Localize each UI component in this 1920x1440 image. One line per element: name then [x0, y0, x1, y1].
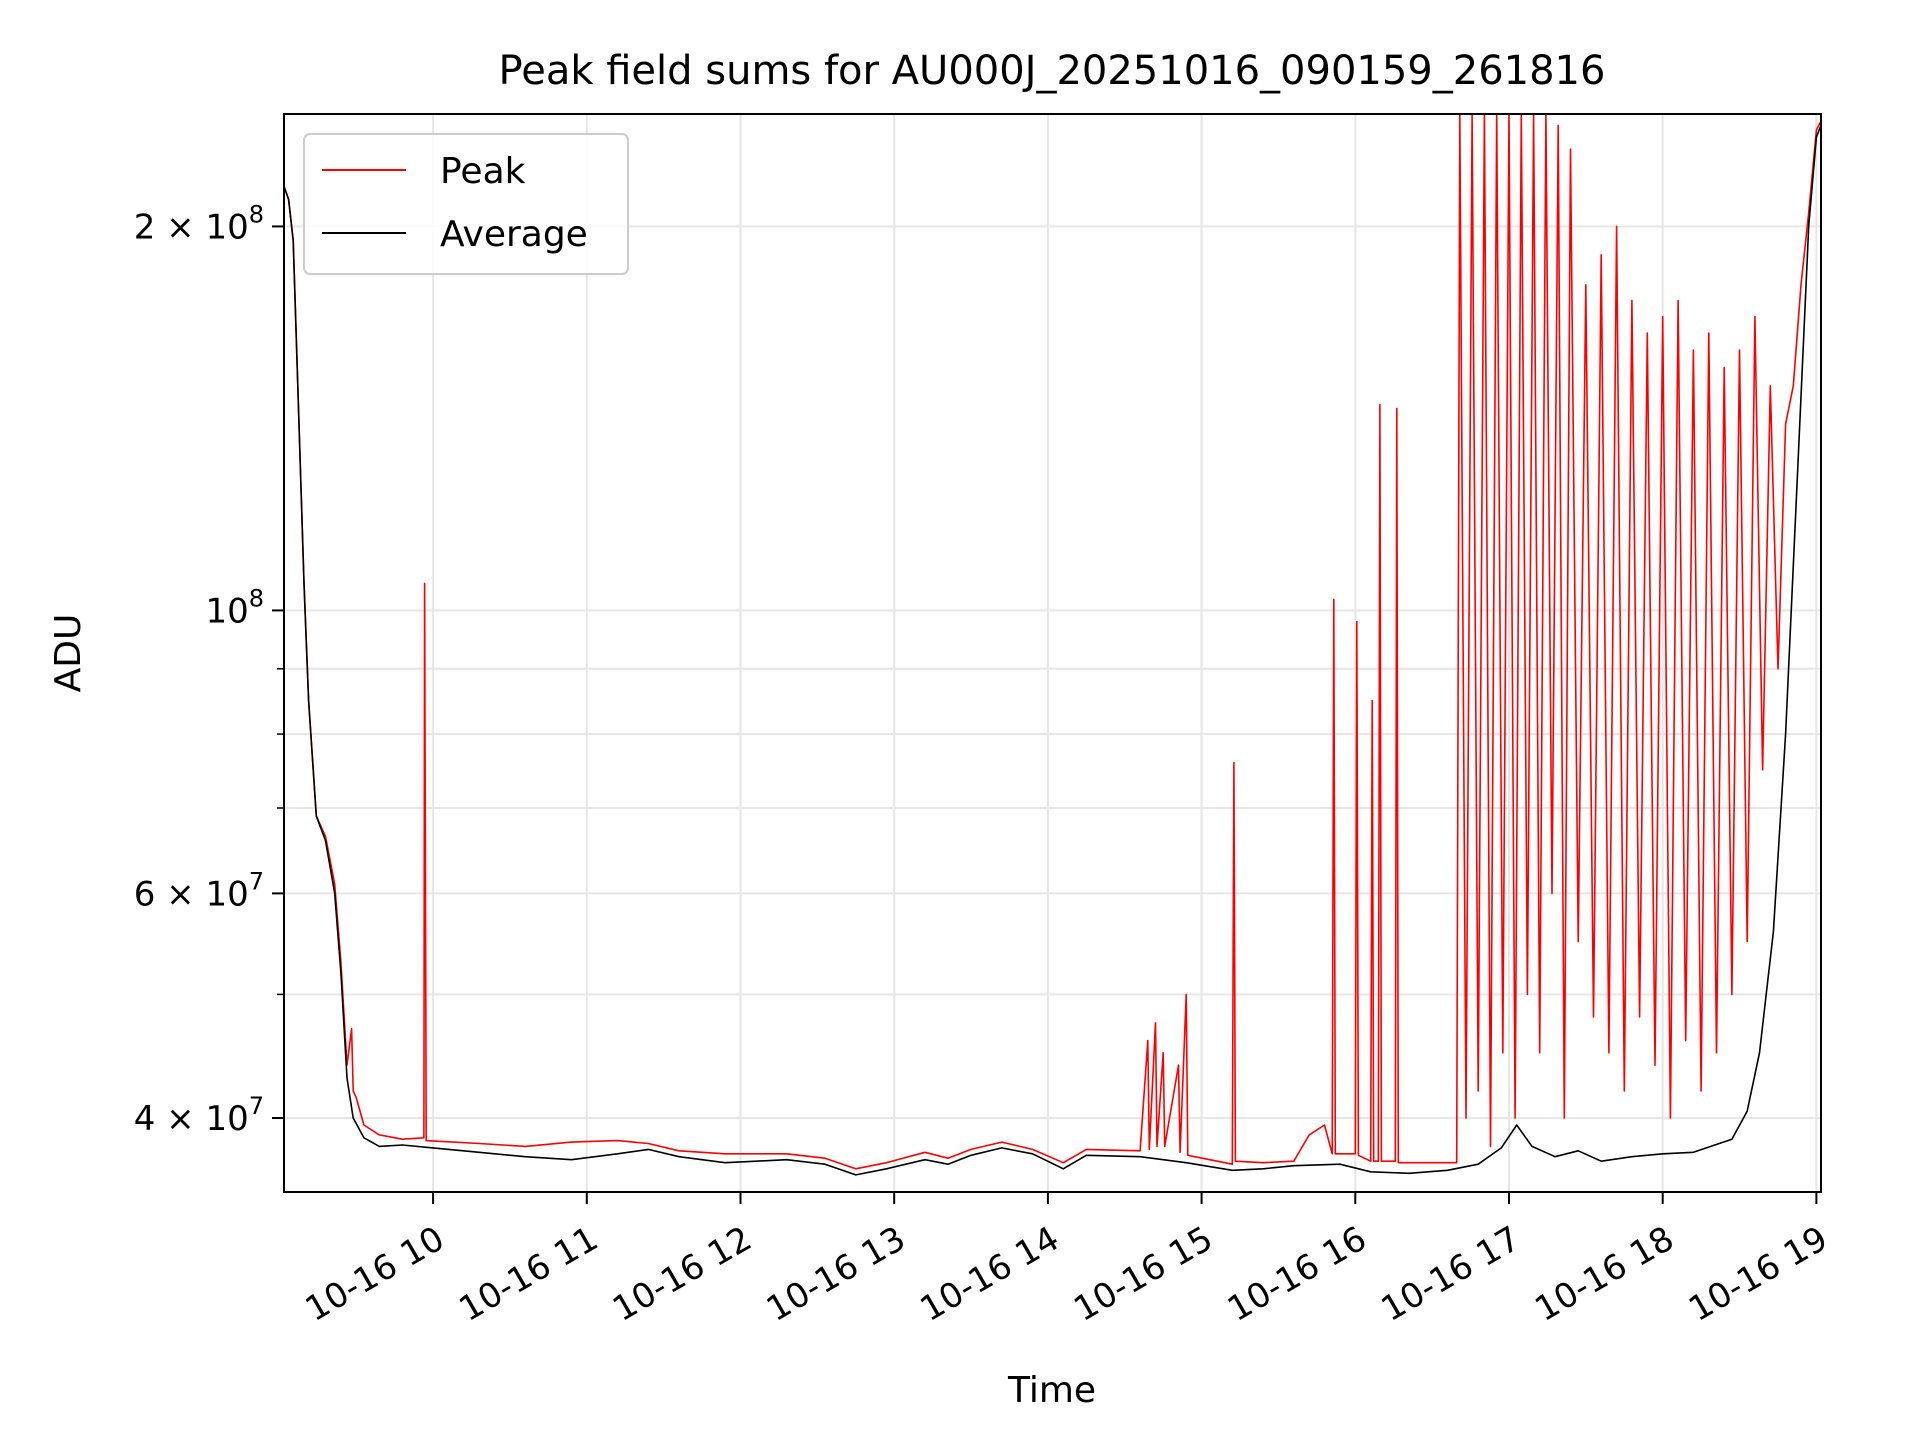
grid [284, 114, 1821, 1192]
legend-label-peak: Peak [440, 151, 526, 192]
plot-frame [283, 113, 1822, 1193]
y-tick-label: 108 [205, 584, 264, 631]
y-tick-label: 2 × 108 [134, 200, 264, 247]
series-line-average [284, 125, 1821, 1176]
legend: Peak Average [303, 133, 629, 275]
x-axis-label: Time [1007, 1370, 1096, 1411]
y-tick-label: 6 × 107 [134, 867, 264, 914]
series-layer [284, 114, 1821, 1176]
y-axis-label: ADU [48, 614, 89, 693]
y-axis: 4 × 107 6 × 107 108 2 × 108 [134, 200, 284, 1139]
y-tick-label: 4 × 107 [134, 1092, 264, 1139]
series-line-peak [284, 114, 1821, 1170]
legend-label-average: Average [440, 214, 588, 255]
chart-title: Peak field sums for AU000J_20251016_0901… [499, 48, 1606, 94]
